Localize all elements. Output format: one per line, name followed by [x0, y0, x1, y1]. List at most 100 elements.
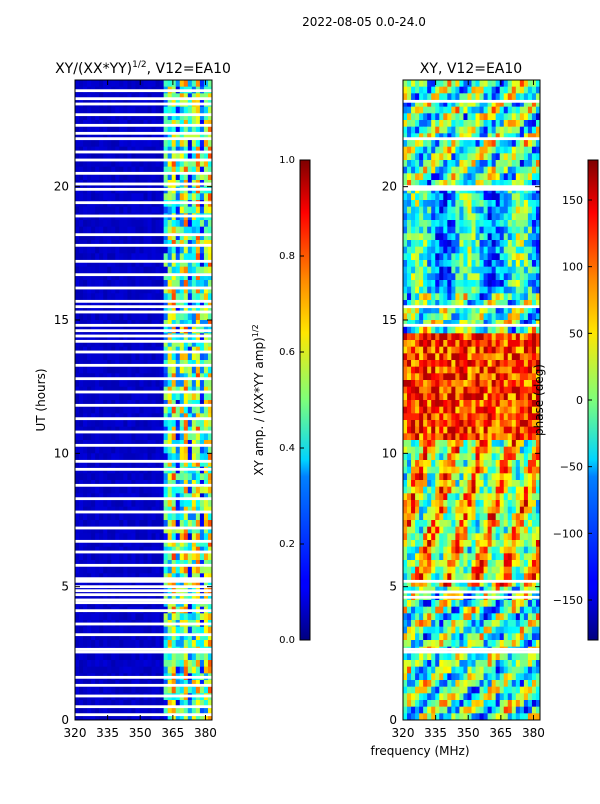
heatmap-cell: [435, 267, 440, 274]
heatmap-cell: [103, 267, 108, 274]
heatmap-cell: [488, 313, 493, 320]
heatmap-cell: [447, 220, 452, 227]
heatmap-cell: [83, 107, 88, 114]
heatmap-cell: [508, 267, 513, 274]
heatmap-cell: [411, 80, 416, 87]
heatmap-cell: [87, 280, 92, 287]
heatmap-cell: [484, 193, 489, 200]
heatmap-cell: [200, 253, 205, 260]
heatmap-cell: [180, 140, 185, 147]
heatmap-cell: [144, 420, 149, 427]
heatmap-cell: [152, 553, 157, 560]
heatmap-cell: [516, 200, 521, 207]
heatmap-cell: [172, 553, 177, 560]
heatmap-cell: [107, 280, 112, 287]
heatmap-cell: [488, 213, 493, 220]
heatmap-cell: [451, 280, 456, 287]
heatmap-cell: [176, 80, 181, 87]
heatmap-cell: [83, 473, 88, 480]
heatmap-cell: [411, 140, 416, 147]
heatmap-cell: [520, 353, 525, 360]
heatmap-cell: [180, 667, 185, 674]
heatmap-cell: [200, 660, 205, 667]
heatmap-cell: [407, 347, 412, 354]
heatmap-cell: [451, 360, 456, 367]
heatmap-cell: [435, 147, 440, 154]
heatmap-cell: [435, 87, 440, 94]
heatmap-cell: [188, 107, 193, 114]
heatmap-cell: [135, 500, 140, 507]
heatmap-cell: [459, 147, 464, 154]
heatmap-cell: [480, 333, 485, 340]
heatmap-cell: [139, 667, 144, 674]
heatmap-cell: [484, 207, 489, 214]
heatmap-cell: [91, 487, 96, 494]
heatmap-cell: [204, 207, 209, 214]
heatmap-cell: [156, 513, 161, 520]
heatmap-cell: [528, 293, 533, 300]
heatmap-cell: [99, 567, 104, 574]
heatmap-cell: [419, 127, 424, 134]
heatmap-cell: [423, 167, 428, 174]
heatmap-cell: [192, 487, 197, 494]
colorbar-tick-label: 0.0: [279, 635, 295, 646]
heatmap-cell: [524, 293, 529, 300]
heatmap-cell: [107, 227, 112, 234]
colorbar-tick-label: 0.8: [279, 251, 295, 262]
heatmap-cell: [204, 407, 209, 414]
heatmap-cell: [148, 107, 153, 114]
heatmap-cell: [407, 107, 412, 114]
heatmap-cell: [103, 453, 108, 460]
heatmap-cell: [443, 193, 448, 200]
heatmap-cell: [115, 627, 120, 634]
heatmap-cell: [476, 313, 481, 320]
heatmap-cell: [403, 353, 408, 360]
heatmap-cell: [532, 127, 537, 134]
heatmap-cell: [472, 227, 477, 234]
heatmap-cell: [127, 667, 132, 674]
heatmap-cell: [415, 273, 420, 280]
flagged-row: [75, 651, 212, 654]
heatmap-cell: [164, 447, 169, 454]
heatmap-cell: [435, 233, 440, 240]
heatmap-cell: [75, 227, 80, 234]
heatmap-cell: [184, 140, 189, 147]
heatmap-cell: [172, 380, 177, 387]
heatmap-cell: [123, 553, 128, 560]
heatmap-cell: [160, 207, 165, 214]
heatmap-cell: [467, 193, 472, 200]
heatmap-cell: [83, 227, 88, 234]
heatmap-cell: [144, 207, 149, 214]
heatmap-cell: [111, 453, 116, 460]
heatmap-cell: [431, 353, 436, 360]
heatmap-cell: [504, 273, 509, 280]
heatmap-cell: [520, 260, 525, 267]
heatmap-cell: [463, 113, 468, 120]
flagged-row: [75, 329, 212, 332]
heatmap-cell: [131, 627, 136, 634]
heatmap-cell: [459, 313, 464, 320]
heatmap-cell: [459, 213, 464, 220]
heatmap-cell: [524, 340, 529, 347]
heatmap-cell: [119, 107, 124, 114]
heatmap-cell: [119, 293, 124, 300]
heatmap-cell: [504, 93, 509, 100]
heatmap-cell: [435, 160, 440, 167]
heatmap-cell: [176, 567, 181, 574]
heatmap-cell: [415, 287, 420, 294]
heatmap-cell: [156, 247, 161, 254]
heatmap-cell: [472, 247, 477, 254]
heatmap-cell: [467, 260, 472, 267]
heatmap-cell: [500, 353, 505, 360]
heatmap-cell: [472, 87, 477, 94]
heatmap-cell: [407, 200, 412, 207]
heatmap-cell: [160, 247, 165, 254]
heatmap-cell: [508, 387, 513, 394]
heatmap-cell: [192, 627, 197, 634]
heatmap-cell: [139, 220, 144, 227]
heatmap-cell: [508, 207, 513, 214]
heatmap-cell: [123, 520, 128, 527]
heatmap-cell: [488, 267, 493, 274]
heatmap-cell: [115, 520, 120, 527]
